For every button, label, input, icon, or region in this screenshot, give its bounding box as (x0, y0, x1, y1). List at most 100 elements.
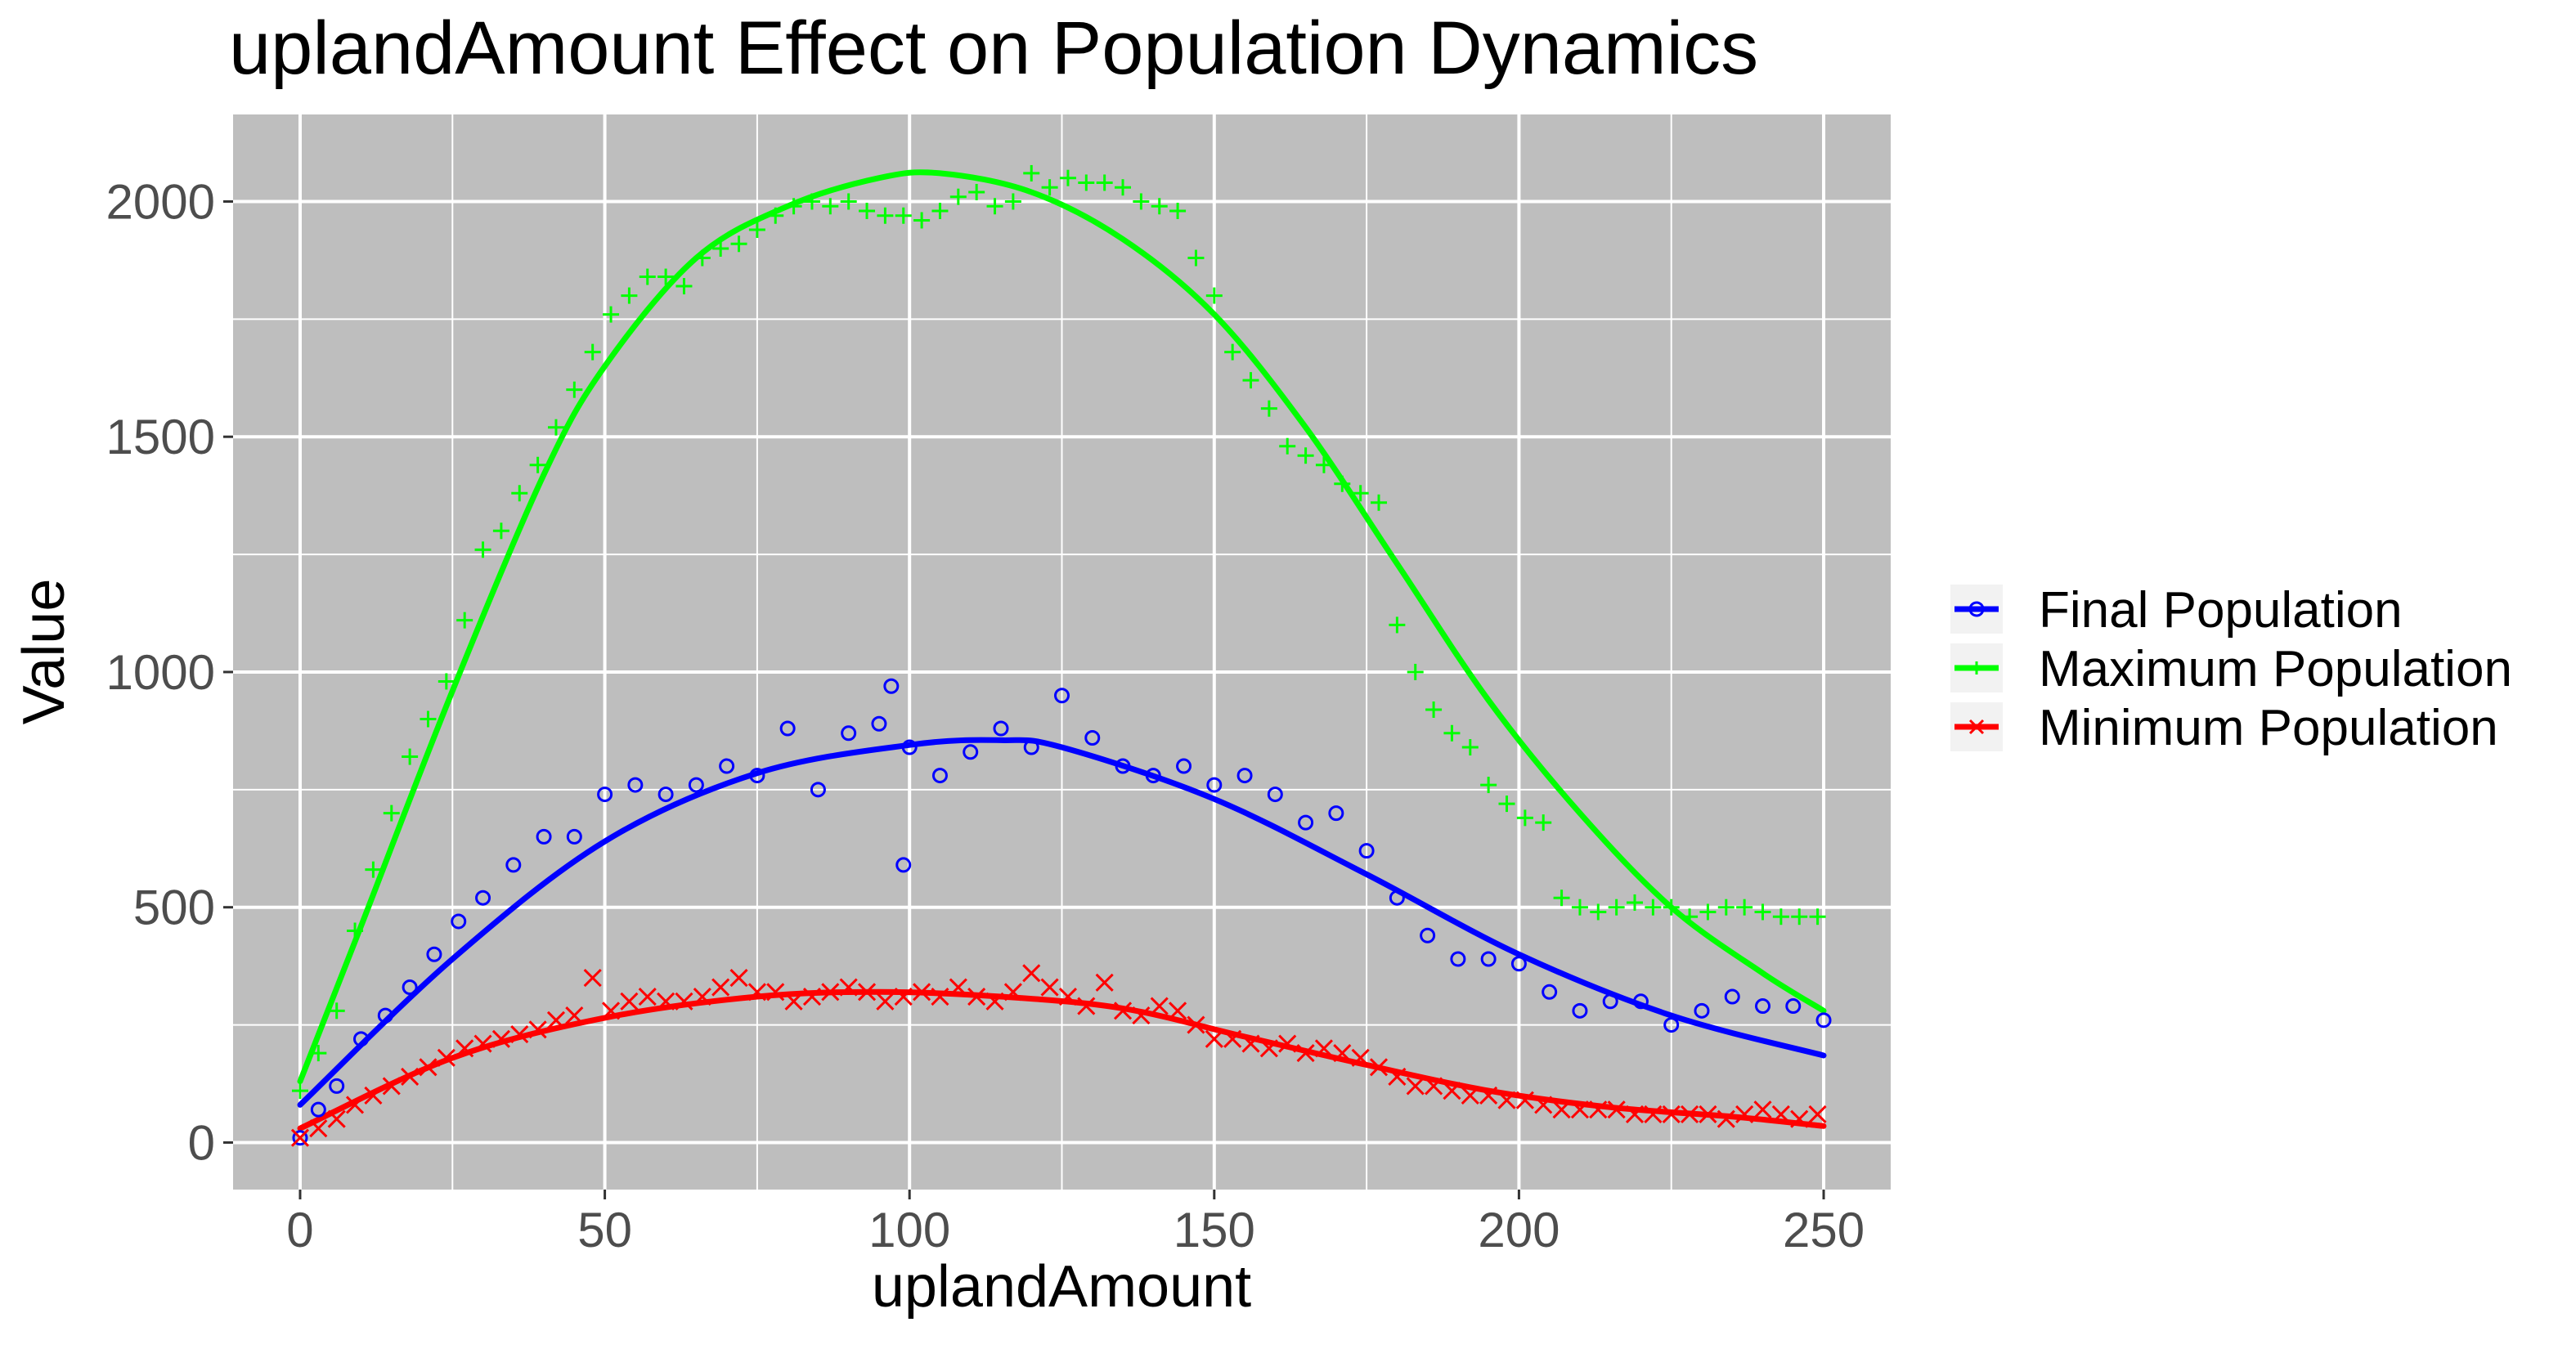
point-maximum-population (859, 202, 876, 219)
point-maximum-population (1736, 899, 1753, 916)
point-minimum-population (766, 983, 785, 1002)
legend-label-maximum-population: Maximum Population (2039, 641, 2512, 697)
point-maximum-population (1443, 724, 1461, 742)
point-maximum-population (1352, 485, 1369, 502)
point-final-population (657, 787, 674, 803)
point-maximum-population (365, 861, 382, 878)
point-final-population (352, 1031, 369, 1047)
point-minimum-population (1461, 1086, 1479, 1105)
point-maximum-population (1809, 908, 1826, 925)
point-final-population (1115, 758, 1131, 774)
point-minimum-population (1077, 997, 1096, 1015)
point-maximum-population (748, 221, 765, 238)
point-minimum-population (1169, 1002, 1187, 1020)
point-minimum-population (1296, 1044, 1315, 1063)
point-maximum-population (1681, 908, 1699, 925)
point-final-population (993, 720, 1009, 737)
point-minimum-population (675, 992, 693, 1011)
x-tick-label: 150 (1174, 1203, 1255, 1257)
point-final-population (1389, 890, 1405, 906)
point-minimum-population (913, 983, 931, 1002)
point-final-population (566, 828, 582, 845)
point-maximum-population (1260, 400, 1277, 417)
point-minimum-population (894, 987, 913, 1006)
point-minimum-population (821, 983, 840, 1002)
point-maximum-population (1645, 899, 1662, 916)
legend-label-minimum-population: Minimum Population (2039, 700, 2498, 756)
point-minimum-population (1259, 1039, 1278, 1058)
axes: 0 50 100 150 200 250 0 500 1000 1500 2000 (106, 174, 1865, 1257)
point-final-population (1785, 998, 1802, 1015)
point-maximum-population (291, 1082, 308, 1100)
point-maximum-population (1699, 903, 1717, 921)
point-maximum-population (511, 485, 528, 502)
point-minimum-population (1278, 1034, 1297, 1053)
point-minimum-population (985, 992, 1004, 1011)
point-minimum-population (931, 987, 949, 1006)
point-maximum-population (1553, 890, 1570, 907)
point-minimum-population (1771, 1105, 1790, 1123)
point-minimum-population (1607, 1100, 1626, 1119)
point-maximum-population (1772, 908, 1789, 925)
point-minimum-population (546, 1011, 566, 1029)
point-minimum-population (1497, 1091, 1516, 1109)
x-tick-label: 100 (868, 1203, 950, 1257)
point-minimum-population (1790, 1109, 1809, 1128)
point-minimum-population (327, 1109, 346, 1128)
point-maximum-population (310, 1045, 327, 1062)
point-final-population (1054, 688, 1070, 704)
point-minimum-population (1351, 1048, 1370, 1067)
point-maximum-population (584, 343, 601, 361)
point-maximum-population (1717, 899, 1735, 916)
x-tick-label: 250 (1783, 1203, 1865, 1257)
point-minimum-population (1589, 1100, 1608, 1119)
point-minimum-population (693, 987, 711, 1006)
point-minimum-population (1406, 1077, 1425, 1096)
point-minimum-population (1534, 1096, 1553, 1114)
point-final-population (1298, 814, 1314, 831)
point-minimum-population (620, 992, 639, 1011)
point-maximum-population (1315, 456, 1332, 473)
point-minimum-population (1241, 1034, 1260, 1053)
point-maximum-population (474, 541, 491, 558)
y-tick-label: 0 (188, 1115, 215, 1170)
point-final-population (451, 913, 467, 930)
point-maximum-population (547, 419, 564, 436)
point-maximum-population (420, 710, 437, 728)
point-maximum-population (1535, 814, 1552, 831)
point-minimum-population (1223, 1029, 1242, 1048)
point-maximum-population (986, 198, 1003, 215)
point-final-population (310, 1101, 326, 1118)
point-maximum-population (1608, 899, 1625, 916)
point-minimum-population (876, 992, 895, 1011)
point-final-population (895, 857, 912, 873)
x-axis-label: uplandAmount (872, 1254, 1251, 1320)
point-final-population (883, 678, 900, 694)
point-minimum-population (309, 1119, 328, 1138)
point-maximum-population (1078, 174, 1095, 191)
legend-key-marker-maximum-population (1970, 661, 1983, 674)
point-maximum-population (1516, 809, 1533, 827)
point-maximum-population (1115, 179, 1132, 196)
point-minimum-population (1333, 1044, 1352, 1063)
point-minimum-population (565, 1006, 584, 1025)
point-maximum-population (1461, 739, 1479, 756)
point-maximum-population (1059, 169, 1076, 186)
point-minimum-population (711, 978, 730, 997)
point-maximum-population (1389, 616, 1406, 634)
point-final-population (1632, 993, 1649, 1010)
point-final-population (426, 946, 442, 962)
point-maximum-population (1279, 437, 1296, 455)
point-final-population (901, 739, 918, 755)
point-maximum-population (822, 198, 839, 215)
y-axis-label: Value (11, 579, 77, 725)
point-minimum-population (1058, 987, 1078, 1006)
point-minimum-population (1187, 1015, 1205, 1034)
point-maximum-population (1169, 202, 1187, 219)
point-final-population (1755, 998, 1771, 1015)
point-maximum-population (803, 193, 820, 210)
point-maximum-population (877, 207, 894, 224)
point-final-population (749, 768, 765, 784)
point-minimum-population (1699, 1105, 1717, 1123)
